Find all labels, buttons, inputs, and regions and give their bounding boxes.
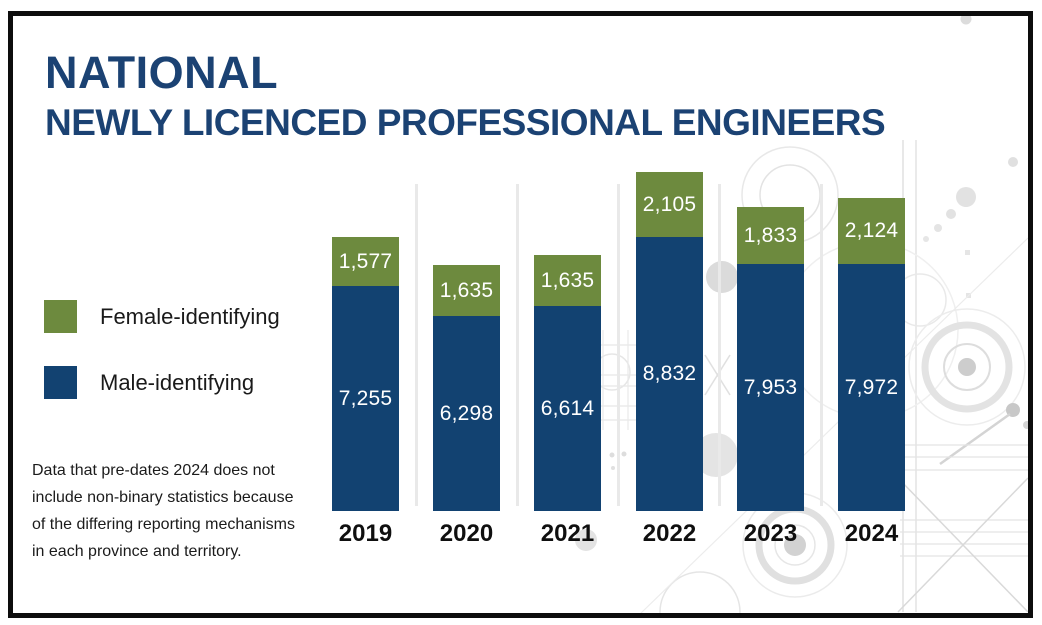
segment-female-2024: 2,124 [838,198,905,264]
value-label-female-2021: 1,635 [540,268,595,292]
legend-label-female: Female-identifying [100,303,280,329]
bar-group-2019: 1,577 7,255 2019 [332,237,399,547]
legend: Female-identifying Male-identifying [44,300,280,432]
footnote-line: include non-binary statistics because [32,489,294,506]
divider-line [415,184,418,506]
divider-line [820,184,823,506]
divider-line [617,184,620,506]
year-label-2024: 2024 [844,520,899,547]
value-label-female-2024: 2,124 [844,219,899,242]
value-label-male-2022: 8,832 [642,362,697,385]
value-label-male-2023: 7,953 [743,375,798,399]
segment-male-2020: 6,298 [433,316,500,511]
footnote-line: of the differing reporting mechanisms [32,516,295,533]
segment-male-2024: 7,972 [838,264,905,511]
segment-female-2022: 2,105 [636,172,703,237]
segment-female-2021: 1,635 [534,255,601,306]
value-label-male-2021: 6,614 [540,396,595,420]
footnote-line: Data that pre-dates 2024 does not [32,462,275,479]
year-label-2020: 2020 [439,520,494,547]
segment-female-2020: 1,635 [433,265,500,316]
value-label-female-2019: 1,577 [338,249,393,273]
legend-item-male: Male-identifying [44,366,280,399]
segment-female-2019: 1,577 [332,237,399,286]
value-label-male-2024: 7,972 [844,375,899,399]
segment-female-2023: 1,833 [737,207,804,264]
bar-group-2022: 2,105 8,832 2022 [636,172,703,547]
divider-line [718,184,721,506]
legend-label-male: Male-identifying [100,369,255,395]
female-swatch-icon [44,300,77,333]
value-label-female-2020: 1,635 [439,278,494,302]
segment-male-2022: 8,832 [636,237,703,511]
footnote: Data that pre-dates 2024 does not includ… [32,457,295,565]
segment-male-2023: 7,953 [737,264,804,511]
year-label-2022: 2022 [642,520,697,547]
value-label-female-2023: 1,833 [743,223,798,247]
footnote-line: in each province and territory. [32,543,242,560]
bar-group-2023: 1,833 7,953 2023 [737,207,804,547]
page-subtitle: NEWLY LICENCED PROFESSIONAL ENGINEERS [45,102,886,143]
bar-group-2021: 1,635 6,614 2021 [534,255,601,547]
value-label-male-2020: 6,298 [439,401,494,425]
year-label-2021: 2021 [540,520,595,547]
year-label-2019: 2019 [338,520,393,547]
bar-group-2024: 2,124 7,972 2024 [838,198,905,547]
value-label-female-2022: 2,105 [642,192,697,216]
legend-item-female: Female-identifying [44,300,280,333]
value-label-male-2019: 7,255 [338,386,393,410]
year-label-2023: 2023 [743,520,798,547]
divider-line [516,184,519,506]
male-swatch-icon [44,366,77,399]
segment-male-2021: 6,614 [534,306,601,511]
page-title: NATIONAL [45,47,279,98]
bar-group-2020: 1,635 6,298 2020 [433,265,500,547]
segment-male-2019: 7,255 [332,286,399,511]
